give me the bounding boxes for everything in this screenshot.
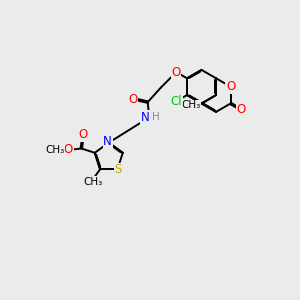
- Text: O: O: [236, 103, 245, 116]
- Text: N: N: [141, 111, 149, 124]
- Text: N: N: [103, 135, 112, 148]
- Text: O: O: [64, 143, 73, 156]
- Text: O: O: [172, 66, 181, 79]
- Text: CH₃: CH₃: [45, 145, 64, 155]
- Text: O: O: [128, 93, 138, 106]
- Text: S: S: [114, 164, 122, 176]
- Text: CH₃: CH₃: [181, 100, 200, 110]
- Text: Cl: Cl: [170, 95, 182, 108]
- Text: O: O: [226, 80, 235, 93]
- Text: O: O: [78, 128, 87, 141]
- Text: CH₃: CH₃: [84, 177, 103, 187]
- Text: H: H: [152, 112, 160, 122]
